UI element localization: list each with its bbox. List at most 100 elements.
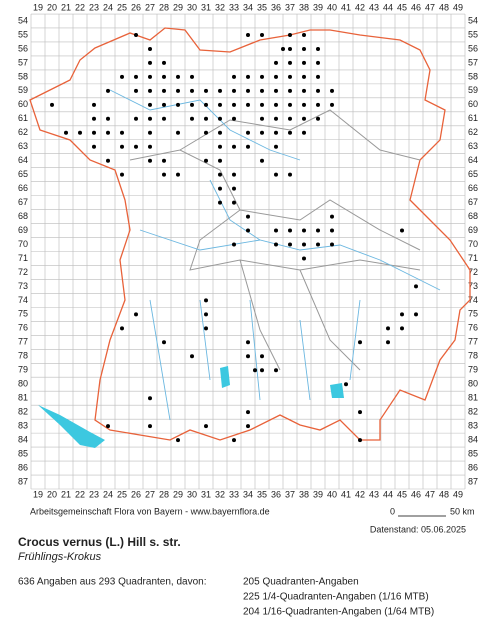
occurrence [358, 438, 362, 443]
occurrence [246, 88, 250, 93]
column-label: 39 [313, 489, 323, 499]
column-label: 37 [285, 489, 295, 499]
column-label: 29 [173, 489, 183, 499]
column-label: 49 [453, 2, 463, 12]
occurrence [246, 144, 250, 149]
occurrence [204, 130, 208, 135]
column-label: 20 [47, 2, 57, 12]
column-label: 28 [159, 489, 169, 499]
grid: 19 19 20 20 21 21 22 22 23 23 24 24 25 25 26 26 27 27 28 28… [18, 2, 478, 499]
occurrence [246, 130, 250, 135]
row-label: 64 [18, 155, 28, 165]
occurrence [190, 116, 194, 121]
row-label: 79 [18, 365, 28, 375]
occurrence [92, 130, 96, 135]
row-label: 72 [468, 267, 478, 277]
row-label: 78 [18, 351, 28, 361]
occurrence [134, 88, 138, 93]
occurrence [120, 130, 124, 135]
column-label: 34 [243, 489, 253, 499]
occurrence [204, 158, 208, 163]
row-label: 74 [18, 295, 28, 305]
occurrence [274, 368, 278, 373]
occurrence [288, 74, 292, 79]
row-label: 84 [468, 434, 478, 444]
row-label: 74 [468, 295, 478, 305]
occurrence [232, 144, 236, 149]
column-label: 40 [327, 489, 337, 499]
row-label: 69 [18, 225, 28, 235]
occurrence [134, 116, 138, 121]
row-label: 56 [18, 43, 28, 53]
occurrence [176, 88, 180, 93]
occurrence [134, 312, 138, 317]
occurrence [162, 88, 166, 93]
lake [220, 366, 230, 388]
occurrence [218, 172, 222, 177]
row-label: 86 [468, 462, 478, 472]
column-label: 24 [103, 2, 113, 12]
row-label: 61 [18, 113, 28, 123]
column-label: 21 [61, 2, 71, 12]
column-label: 35 [257, 2, 267, 12]
column-label: 48 [439, 2, 449, 12]
row-label: 56 [468, 43, 478, 53]
occurrence [218, 102, 222, 107]
occurrence [302, 60, 306, 65]
occurrence [148, 116, 152, 121]
occurrence [246, 74, 250, 79]
column-label: 22 [75, 489, 85, 499]
row-label: 67 [18, 197, 28, 207]
occurrence [176, 130, 180, 135]
occurrence [148, 144, 152, 149]
occurrence [148, 130, 152, 135]
column-label: 46 [411, 489, 421, 499]
occurrence [344, 382, 348, 387]
occurrence [302, 228, 306, 233]
row-label: 87 [468, 476, 478, 486]
row-label: 59 [468, 85, 478, 95]
row-label: 68 [468, 211, 478, 221]
column-label: 43 [369, 2, 379, 12]
column-label: 34 [243, 2, 253, 12]
occurrence [246, 424, 250, 429]
occurrence [92, 116, 96, 121]
species-title: Crocus vernus (L.) Hill s. str. [18, 535, 181, 549]
row-label: 73 [18, 281, 28, 291]
occurrence [218, 116, 222, 121]
row-label: 66 [468, 183, 478, 193]
occurrence [162, 116, 166, 121]
occurrence [64, 130, 68, 135]
occurrence [330, 214, 334, 219]
occurrence [148, 424, 152, 429]
column-label: 22 [75, 2, 85, 12]
occurrence [274, 116, 278, 121]
credit: Arbeitsgemeinschaft Flora von Bayern - w… [30, 506, 270, 516]
column-label: 26 [131, 2, 141, 12]
row-label: 85 [468, 448, 478, 458]
row-label: 69 [468, 225, 478, 235]
row-label: 57 [18, 57, 28, 67]
occurrence [302, 116, 306, 121]
occurrence [253, 368, 257, 373]
row-label: 79 [468, 365, 478, 375]
occurrence [176, 102, 180, 107]
occurrence [260, 74, 264, 79]
occurrence [120, 172, 124, 177]
column-label: 44 [383, 2, 393, 12]
row-label: 55 [18, 29, 28, 39]
occurrence [400, 312, 404, 317]
row-label: 72 [18, 267, 28, 277]
column-label: 25 [117, 489, 127, 499]
occurrence [288, 102, 292, 107]
occurrence [330, 102, 334, 107]
row-label: 71 [18, 253, 28, 263]
occurrence [204, 88, 208, 93]
detail: 204 1/16-Quadranten-Angaben (1/64 MTB) [243, 607, 434, 618]
column-label: 33 [229, 489, 239, 499]
occurrence [386, 326, 390, 331]
occurrence [106, 158, 110, 163]
column-label: 40 [327, 2, 337, 12]
occurrence [148, 88, 152, 93]
